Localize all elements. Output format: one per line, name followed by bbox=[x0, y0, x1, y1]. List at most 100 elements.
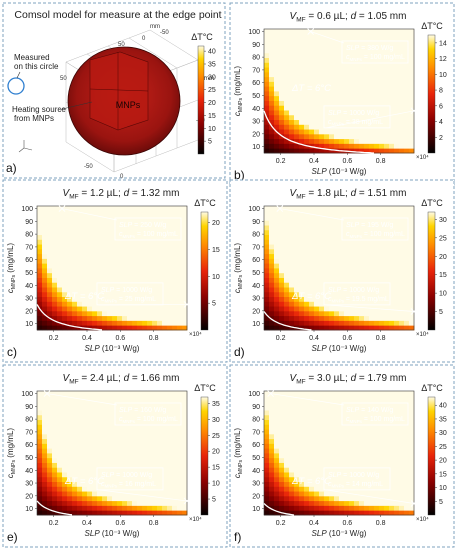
heatmap-cell bbox=[349, 510, 355, 516]
heatmap-cell bbox=[97, 210, 103, 216]
heatmap-cell bbox=[162, 258, 168, 264]
heatmap-cell bbox=[157, 491, 163, 497]
heatmap-cell bbox=[294, 133, 300, 140]
heatmap-cell bbox=[132, 391, 138, 397]
heatmap-cell bbox=[359, 500, 365, 506]
heatmap-cell bbox=[389, 462, 395, 468]
heatmap-cell bbox=[269, 206, 275, 212]
heatmap-cell bbox=[279, 429, 285, 435]
heatmap-cell bbox=[334, 67, 340, 73]
heatmap-cell bbox=[329, 67, 335, 73]
heatmap-cell bbox=[82, 220, 88, 226]
heatmap-cell bbox=[349, 43, 355, 49]
heatmap-cell bbox=[97, 500, 103, 506]
heatmap-cell bbox=[162, 391, 168, 397]
heatmap-cell bbox=[177, 282, 183, 288]
colorbar-tick-label: 4 bbox=[439, 119, 443, 126]
heatmap-cell bbox=[369, 57, 375, 63]
heatmap-cell bbox=[364, 62, 370, 68]
colorbar-label: ΔT°C bbox=[421, 21, 443, 31]
heatmap-cell bbox=[279, 143, 285, 149]
heatmap-cell bbox=[284, 301, 290, 307]
heatmap-cell bbox=[132, 429, 138, 435]
heatmap-cell bbox=[309, 206, 315, 212]
heatmap-cell bbox=[354, 268, 360, 274]
heatmap-cell bbox=[364, 206, 370, 212]
heatmap-cell bbox=[344, 433, 350, 440]
measured-label-2: on this circle bbox=[14, 62, 59, 71]
annotation-box bbox=[341, 217, 409, 241]
heatmap-cell bbox=[284, 282, 290, 288]
heatmap-cell bbox=[289, 76, 295, 82]
heatmap-cell bbox=[137, 405, 143, 411]
heatmap-cell bbox=[177, 287, 183, 293]
heatmap-cell bbox=[299, 277, 305, 283]
heatmap-cell bbox=[172, 505, 178, 511]
heatmap-cell bbox=[97, 433, 103, 440]
heatmap-cell bbox=[294, 400, 300, 406]
heatmap-cell bbox=[359, 110, 365, 116]
heatmap-cell bbox=[52, 206, 58, 212]
heatmap-cell bbox=[309, 424, 315, 430]
heatmap-cell bbox=[324, 239, 330, 245]
heatmap-cell bbox=[82, 253, 88, 259]
heatmap-cell bbox=[409, 133, 415, 140]
heatmap-cell bbox=[167, 453, 173, 459]
heatmap-cell bbox=[157, 500, 163, 506]
heatmap-cell bbox=[127, 268, 133, 274]
heatmap-cell bbox=[87, 291, 93, 298]
heatmap-cell bbox=[57, 505, 63, 511]
heatmap-cell bbox=[112, 424, 118, 430]
heatmap-cell bbox=[299, 419, 305, 425]
heatmap-cell bbox=[299, 505, 305, 511]
heatmap-cell bbox=[364, 119, 370, 125]
plot-frame bbox=[263, 28, 415, 154]
heatmap-cell bbox=[389, 206, 395, 212]
heatmap-cell bbox=[349, 272, 355, 278]
heatmap-cell bbox=[389, 258, 395, 264]
heatmap-cell bbox=[304, 124, 310, 130]
heatmap-cell bbox=[132, 277, 138, 283]
heatmap-cell bbox=[127, 239, 133, 245]
heatmap-cell bbox=[284, 291, 290, 298]
heatmap-cell bbox=[112, 315, 118, 321]
heatmap-cell bbox=[384, 486, 390, 492]
heatmap-cell bbox=[112, 429, 118, 435]
heatmap-cell bbox=[67, 291, 73, 298]
heatmap-cell bbox=[264, 443, 270, 449]
heatmap-cell bbox=[349, 253, 355, 259]
label-part: c bbox=[233, 289, 242, 293]
heatmap-cell bbox=[319, 500, 325, 506]
heatmap-cell bbox=[279, 29, 285, 35]
heatmap-cell bbox=[374, 48, 380, 54]
heatmap-cell bbox=[92, 419, 98, 425]
heatmap-cell bbox=[344, 310, 350, 317]
heatmap-cell bbox=[172, 419, 178, 425]
heatmap-cell bbox=[67, 239, 73, 245]
heatmap-cell bbox=[404, 505, 410, 511]
heatmap-cell bbox=[269, 510, 275, 516]
heatmap-cell bbox=[264, 248, 270, 255]
heatmap-cell bbox=[167, 220, 173, 226]
heatmap-cell bbox=[284, 81, 290, 87]
heatmap-cell bbox=[364, 258, 370, 264]
heatmap-cell bbox=[279, 110, 285, 116]
heatmap-cell bbox=[82, 443, 88, 449]
heatmap-cell bbox=[319, 272, 325, 278]
heatmap-cell bbox=[37, 438, 43, 444]
heatmap-cell bbox=[107, 419, 113, 425]
model-tick: 0 bbox=[142, 36, 146, 42]
heatmap-cell bbox=[42, 229, 48, 236]
heatmap-cell bbox=[132, 481, 138, 487]
heatmap-cell bbox=[132, 210, 138, 216]
heatmap-cell bbox=[264, 438, 270, 444]
heatmap-cell bbox=[389, 287, 395, 293]
heatmap-cell bbox=[324, 287, 330, 293]
heatmap-cell bbox=[294, 433, 300, 440]
heatmap-cell bbox=[369, 138, 375, 144]
heatmap-cell bbox=[374, 486, 380, 492]
x-tick-label: 0.8 bbox=[149, 520, 159, 527]
heatmap-cell bbox=[294, 71, 300, 78]
heatmap-cell bbox=[299, 263, 305, 269]
heatmap-cell bbox=[172, 320, 178, 326]
